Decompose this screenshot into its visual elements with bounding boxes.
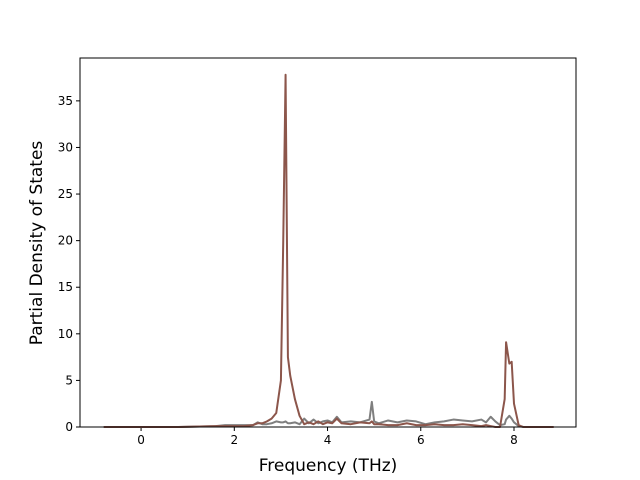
- y-tick-label: 25: [58, 187, 73, 201]
- y-axis-label: Partial Density of States: [27, 141, 47, 346]
- y-tick-label: 30: [58, 140, 73, 154]
- plot-frame: [79, 57, 577, 428]
- y-tick-label: 20: [58, 234, 73, 248]
- x-tick-label: 8: [510, 433, 518, 447]
- x-axis-label: Frequency (THz): [259, 456, 398, 476]
- y-tick-label: 15: [58, 280, 73, 294]
- x-tick-label: 2: [230, 433, 238, 447]
- x-tick-label: 0: [137, 433, 145, 447]
- series-line: [103, 73, 554, 428]
- series-line: [103, 400, 554, 428]
- y-tick-label: 35: [58, 94, 73, 108]
- x-tick-label: 4: [324, 433, 332, 447]
- x-tick-label: 6: [417, 433, 425, 447]
- y-tick-label: 5: [65, 373, 73, 387]
- y-tick-label: 0: [65, 420, 73, 434]
- y-tick-label: 10: [58, 327, 73, 341]
